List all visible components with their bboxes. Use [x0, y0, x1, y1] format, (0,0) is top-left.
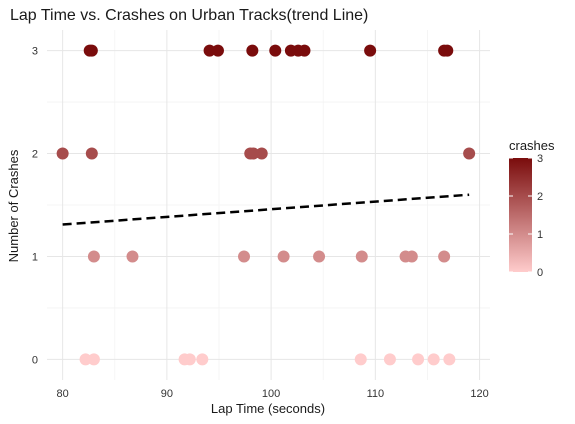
data-point [56, 147, 69, 160]
data-point [298, 44, 311, 57]
data-point [79, 353, 92, 366]
data-point [126, 250, 139, 263]
data-point [246, 44, 259, 57]
legend-tick-label: 3 [537, 153, 543, 165]
data-point [203, 44, 216, 57]
grid-lines [47, 30, 490, 380]
data-point [383, 353, 396, 366]
chart-title: Lap Time vs. Crashes on Urban Tracks(tre… [10, 7, 368, 24]
y-tick-label: 0 [32, 354, 38, 366]
data-points [56, 44, 476, 366]
data-point [354, 353, 367, 366]
data-point [87, 353, 100, 366]
data-point [313, 250, 326, 263]
y-tick-label: 1 [32, 251, 38, 263]
trend-line [62, 193, 470, 226]
data-point [85, 44, 98, 57]
x-tick-label: 80 [57, 388, 69, 400]
data-point [412, 353, 425, 366]
data-point [255, 147, 268, 160]
y-tick-label: 2 [32, 149, 38, 161]
data-point [196, 353, 209, 366]
data-point [238, 250, 251, 263]
data-point [277, 250, 290, 263]
x-tick-label: 110 [367, 388, 385, 400]
legend-title: crashes [509, 138, 555, 153]
legend-tick-label: 0 [537, 267, 543, 279]
legend-tick-label: 2 [537, 191, 543, 203]
legend-colorbar [509, 158, 532, 272]
y-tick-labels: 0 1 2 3 [32, 46, 38, 367]
x-tick-label: 90 [161, 388, 173, 400]
data-point [87, 250, 100, 263]
x-tick-label: 120 [470, 388, 488, 400]
y-axis-title: Number of Crashes [6, 149, 21, 262]
color-legend: crashes 0 1 2 3 [509, 138, 555, 279]
data-point [463, 147, 476, 160]
data-point [85, 147, 98, 160]
data-point [269, 44, 282, 57]
y-tick-label: 3 [32, 46, 38, 58]
data-point [355, 250, 368, 263]
data-point [441, 44, 454, 57]
data-point [183, 353, 196, 366]
trend-line-group [62, 193, 470, 226]
x-tick-label: 100 [262, 388, 280, 400]
data-point [427, 353, 440, 366]
data-point [211, 44, 224, 57]
legend-tick-label: 1 [537, 229, 543, 241]
data-point [443, 353, 456, 366]
data-point [405, 250, 418, 263]
data-point [247, 147, 260, 160]
legend-ticks: 0 1 2 3 [509, 153, 543, 279]
x-tick-labels: 80 90 100 110 120 [57, 388, 489, 400]
data-point [438, 250, 451, 263]
data-point [364, 44, 377, 57]
x-axis-title: Lap Time (seconds) [211, 401, 325, 416]
